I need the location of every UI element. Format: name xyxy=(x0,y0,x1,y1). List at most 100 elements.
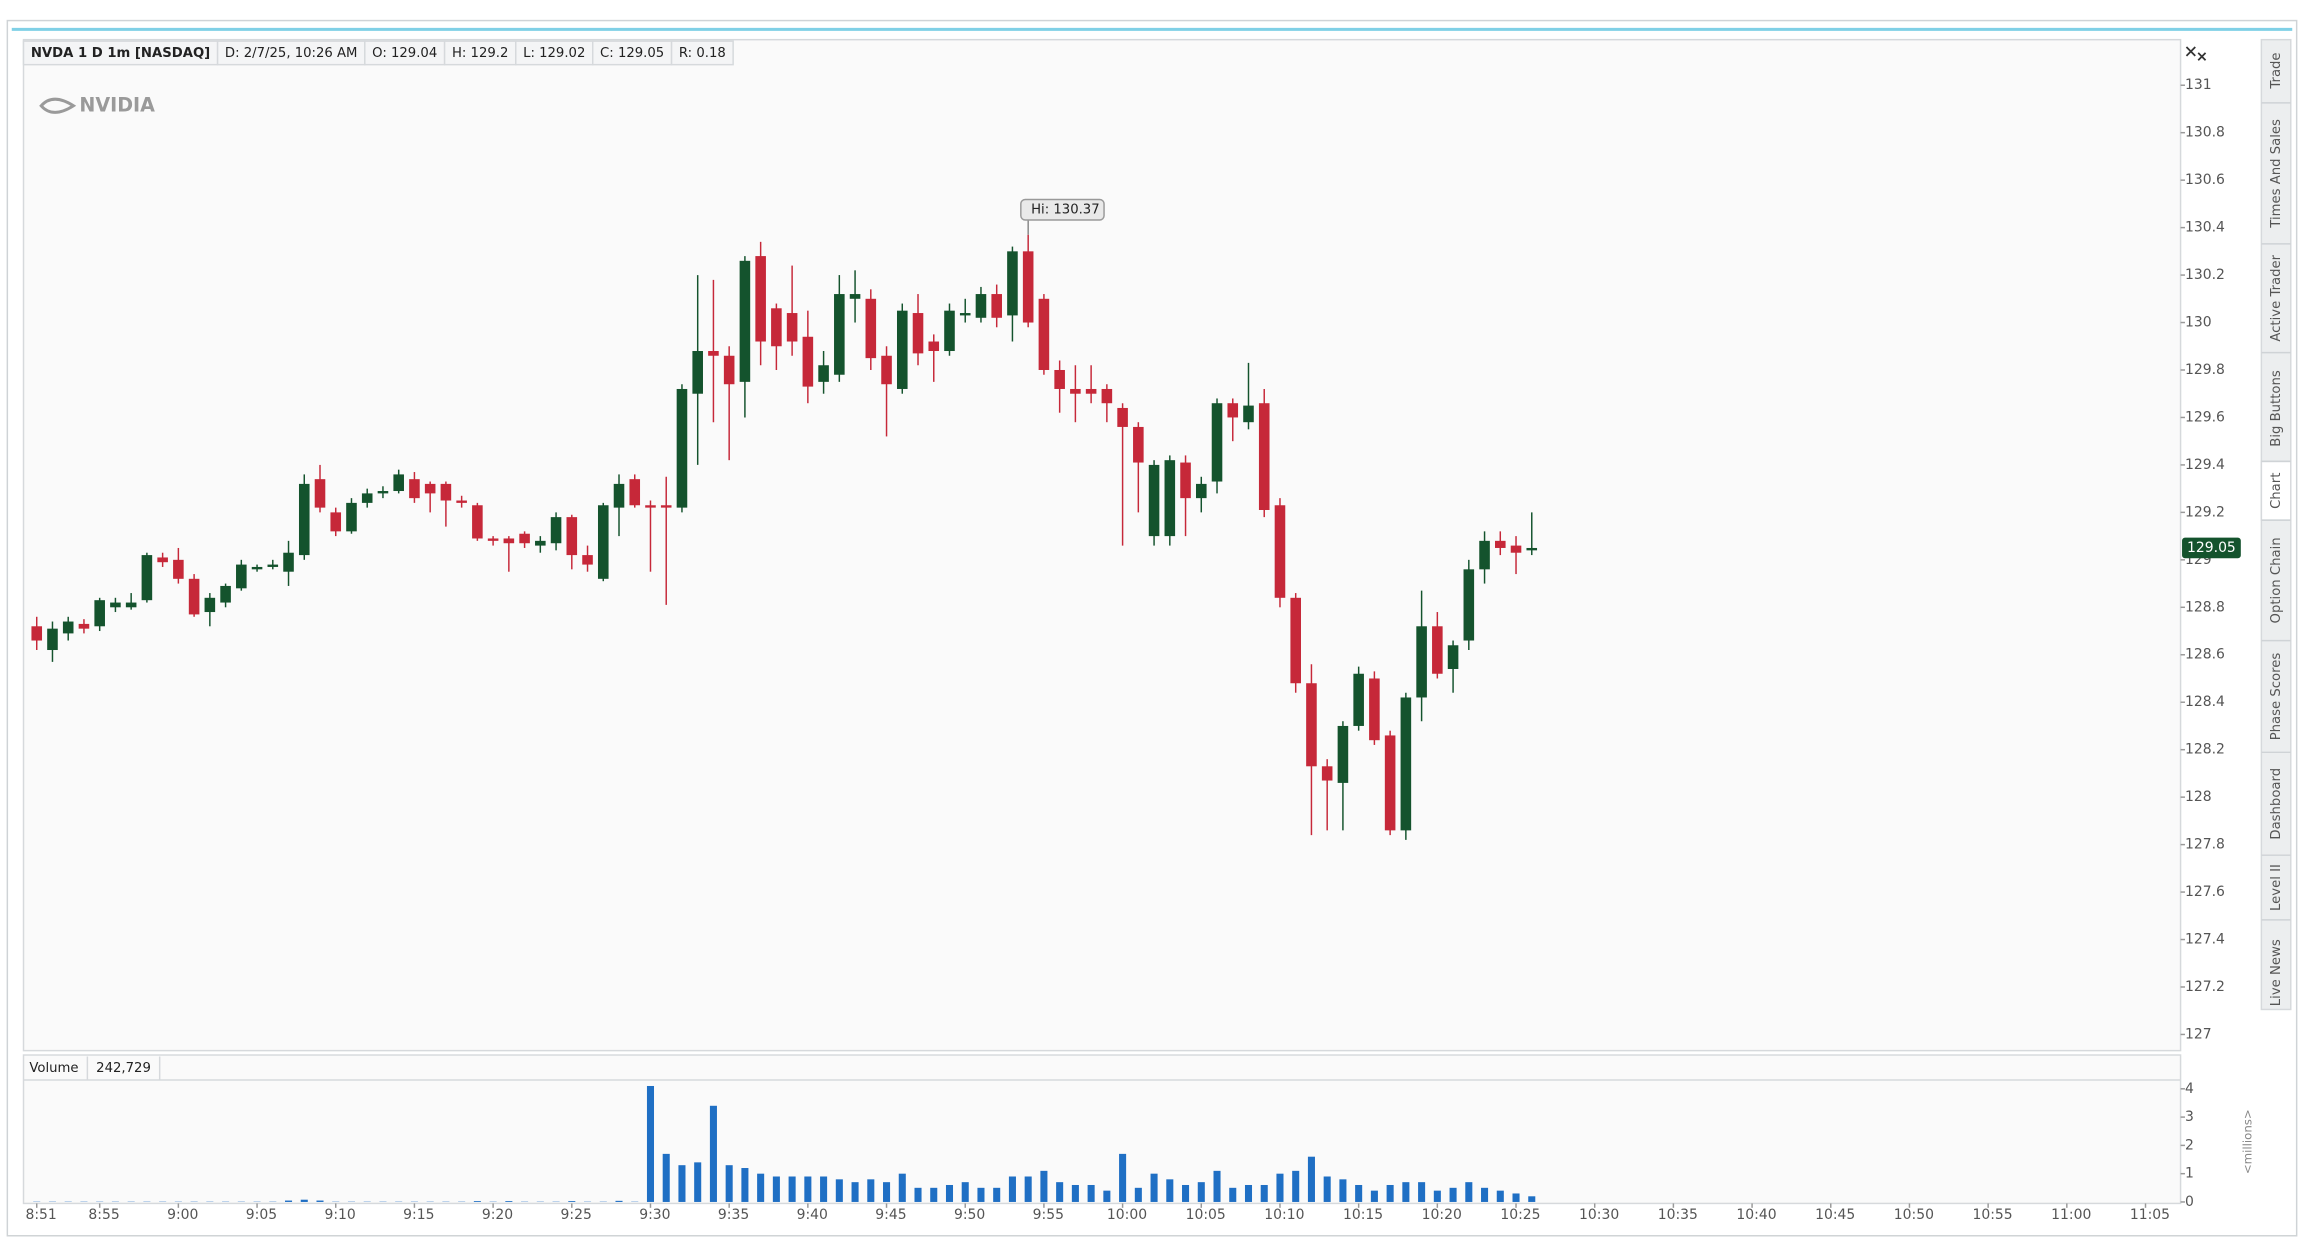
volume-bar xyxy=(1481,1187,1489,1202)
volume-bar xyxy=(1260,1184,1268,1202)
volume-bar xyxy=(757,1173,765,1202)
candle-body xyxy=(31,626,43,641)
y-tick-label: 129.8 xyxy=(2185,362,2225,378)
candle-body xyxy=(1054,369,1065,389)
x-tick-label: 10:30 xyxy=(1579,1207,1619,1223)
candle-body xyxy=(1526,547,1538,551)
candle-body xyxy=(1353,673,1364,726)
volume-bar xyxy=(788,1176,796,1202)
candle-body xyxy=(188,578,200,615)
volume-bar xyxy=(473,1201,481,1202)
volume-bar xyxy=(835,1179,843,1202)
candle-body xyxy=(1022,251,1034,323)
sidebar-tab[interactable]: Option Chain xyxy=(2269,537,2284,623)
volume-y-tick-label: 3 xyxy=(2185,1109,2194,1125)
volume-bar xyxy=(505,1201,513,1202)
sidebar-tab[interactable]: Trade xyxy=(2269,52,2284,89)
sidebar-tab[interactable]: Chart xyxy=(2269,473,2284,509)
candle-body xyxy=(456,500,467,503)
volume-bar xyxy=(1292,1170,1300,1202)
header-field: C: 129.05 xyxy=(600,46,664,61)
candle-body xyxy=(959,313,971,316)
candle-body xyxy=(503,538,515,544)
volume-bar xyxy=(914,1187,922,1202)
x-tick-label: 11:05 xyxy=(2130,1207,2170,1223)
volume-bar xyxy=(1433,1190,1441,1202)
candle-body xyxy=(1195,483,1207,499)
x-tick-label: 9:25 xyxy=(561,1207,592,1223)
candle-body xyxy=(613,483,625,508)
candle-body xyxy=(818,365,829,382)
y-tick-label: 130 xyxy=(2185,315,2212,331)
x-tick-label: 9:15 xyxy=(403,1207,434,1223)
candle-body xyxy=(62,621,74,634)
volume-bar xyxy=(1402,1182,1410,1202)
volume-bar xyxy=(867,1179,875,1202)
candle-body xyxy=(1007,251,1018,316)
sidebar-tab[interactable]: Times And Sales xyxy=(2269,119,2284,229)
high-annotation: Hi: 130.37 xyxy=(1020,198,1105,221)
candle-body xyxy=(204,597,216,613)
y-tick-label: 128.2 xyxy=(2185,742,2225,758)
volume-bar xyxy=(1056,1182,1064,1202)
candle-body xyxy=(1400,697,1412,831)
volume-bar xyxy=(1087,1184,1095,1202)
sidebar-tab[interactable]: Live News xyxy=(2269,939,2284,1006)
candle-body xyxy=(692,351,703,394)
candle-body xyxy=(110,602,121,608)
y-tick-label: 127.4 xyxy=(2185,932,2225,948)
annotation-text: Hi: 130.37 xyxy=(1031,203,1100,218)
x-tick-label: 8:51 xyxy=(25,1207,56,1223)
x-tick-label: 8:55 xyxy=(88,1207,119,1223)
volume-bar xyxy=(1386,1184,1394,1202)
candle-body xyxy=(283,552,294,572)
y-tick-label: 130.6 xyxy=(2185,172,2225,188)
candle-body xyxy=(802,336,814,387)
x-tick-label: 10:40 xyxy=(1736,1207,1776,1223)
header-field: H: 129.2 xyxy=(452,46,508,61)
settings-icon[interactable] xyxy=(2185,46,2207,61)
volume-bar xyxy=(1307,1156,1315,1202)
y-tick-label: 127.2 xyxy=(2185,979,2225,995)
sidebar-tab[interactable]: Big Buttons xyxy=(2269,370,2284,447)
candle-body xyxy=(330,512,342,532)
y-tick-label: 129.6 xyxy=(2185,409,2225,425)
y-tick-label: 129.2 xyxy=(2185,504,2225,520)
candle-body xyxy=(535,540,546,546)
y-tick-label: 128 xyxy=(2185,789,2212,805)
candle-body xyxy=(1463,569,1475,641)
candle-body xyxy=(1510,545,1522,553)
x-tick-label: 10:15 xyxy=(1343,1207,1383,1223)
volume-bar xyxy=(694,1162,702,1202)
candle-body xyxy=(424,483,436,494)
x-tick-label: 10:05 xyxy=(1186,1207,1226,1223)
candle-body xyxy=(991,294,1002,318)
sidebar-tab[interactable]: Phase Scores xyxy=(2269,653,2284,741)
candle-body xyxy=(1479,540,1490,570)
volume-bar xyxy=(725,1165,733,1202)
volume-bar xyxy=(1355,1184,1363,1202)
volume-bar xyxy=(1339,1179,1347,1202)
candle-body xyxy=(645,505,656,508)
x-tick-label: 9:10 xyxy=(324,1207,355,1223)
volume-reading: 242,729 xyxy=(96,1061,151,1076)
sidebar-tab[interactable]: Level II xyxy=(2269,864,2284,911)
candle-body xyxy=(1101,388,1113,404)
settings-glyph xyxy=(2185,46,2207,61)
volume-bar xyxy=(1512,1193,1520,1202)
candle-body xyxy=(1211,403,1223,482)
candle-body xyxy=(1133,426,1144,463)
x-tick-label: 10:50 xyxy=(1894,1207,1934,1223)
sidebar-tab[interactable]: Active Trader xyxy=(2269,254,2284,341)
volume-bar xyxy=(709,1105,717,1202)
candle-body xyxy=(1337,725,1349,783)
header-field: NVDA 1 D 1m [NASDAQ] xyxy=(31,46,210,61)
x-tick-label: 10:25 xyxy=(1500,1207,1540,1223)
candle-body xyxy=(472,505,483,539)
volume-bar xyxy=(1213,1170,1221,1202)
x-tick-label: 9:45 xyxy=(875,1207,906,1223)
volume-bar xyxy=(615,1200,623,1202)
volume-bar xyxy=(1465,1182,1473,1202)
x-tick-label: 9:00 xyxy=(167,1207,198,1223)
sidebar-tab[interactable]: Dashboard xyxy=(2269,768,2284,840)
